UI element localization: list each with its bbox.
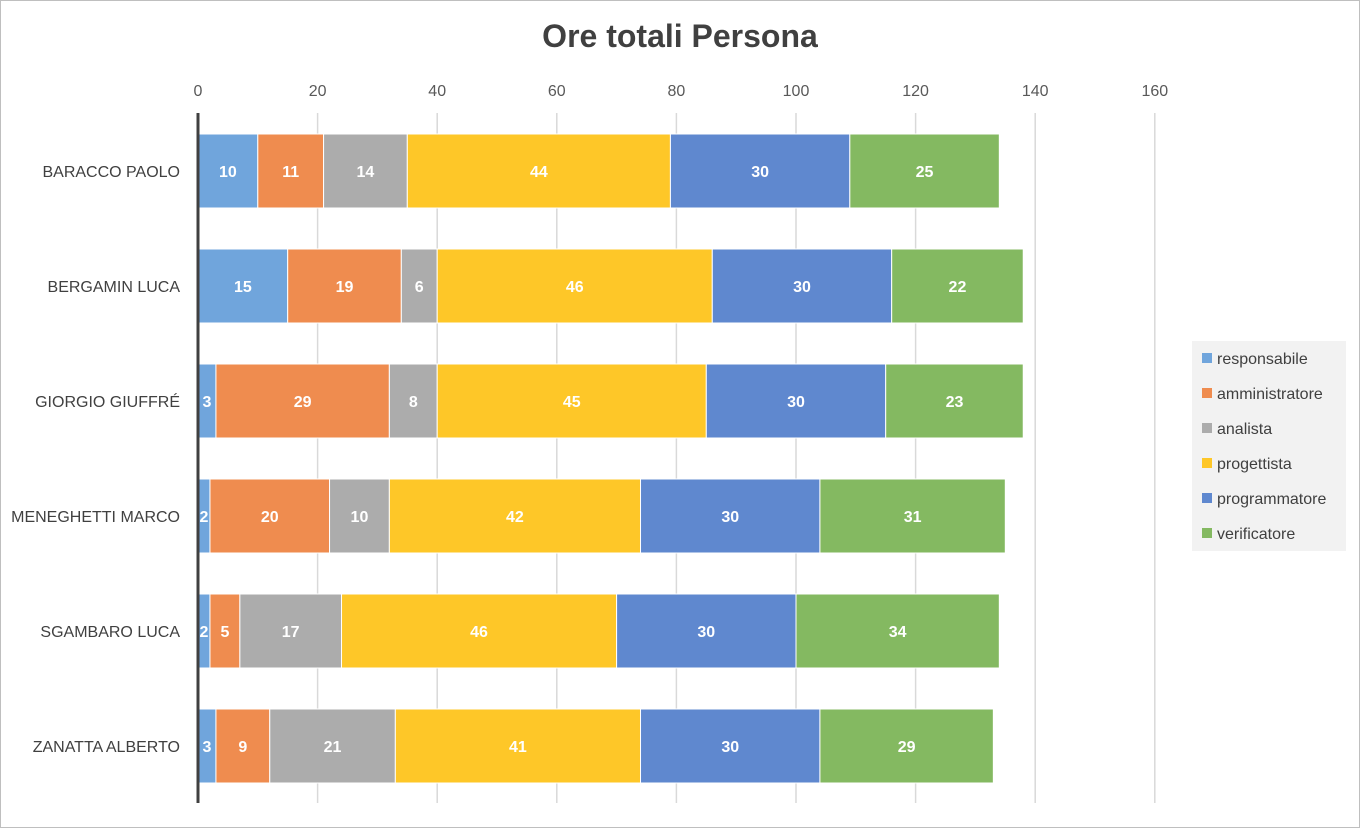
bar-segment: [436, 248, 713, 324]
bar-segment: [711, 248, 893, 324]
bar-segment: [795, 593, 1000, 669]
bar-segment: [705, 363, 887, 439]
data-label: 34: [889, 624, 907, 641]
legend-box: [1192, 341, 1346, 551]
category-label: GIORGIO GIUFFRÉ: [35, 392, 180, 411]
legend-label: responsabile: [1217, 351, 1308, 368]
bar-segment: [819, 708, 994, 784]
legend-label: programmatore: [1217, 491, 1326, 508]
x-tick-label: 140: [1022, 83, 1049, 100]
bar-segment: [640, 478, 821, 554]
bar-segment: [388, 363, 438, 439]
chart-title: Ore totali Persona: [542, 18, 818, 54]
data-label: 11: [282, 164, 299, 181]
x-tick-label: 60: [548, 83, 566, 100]
bar-segment: [891, 248, 1024, 324]
category-label: SGAMBARO LUCA: [40, 624, 180, 641]
data-label: 30: [721, 739, 739, 756]
bar-segment: [640, 708, 821, 784]
bar-segment: [400, 248, 438, 324]
legend-swatch: [1202, 493, 1212, 503]
data-label: 14: [357, 164, 375, 181]
legend-swatch: [1202, 388, 1212, 398]
bar-segment: [269, 708, 396, 784]
legend-swatch: [1202, 528, 1212, 538]
bar-segment: [329, 478, 390, 554]
category-label: MENEGHETTI MARCO: [11, 509, 180, 526]
bar-segment: [406, 133, 671, 209]
category-label: ZANATTA ALBERTO: [33, 739, 180, 756]
data-label: 31: [904, 509, 922, 526]
x-tick-label: 100: [783, 83, 810, 100]
data-label: 41: [509, 739, 527, 756]
x-tick-label: 20: [309, 83, 327, 100]
x-tick-label: 40: [428, 83, 446, 100]
data-label: 30: [697, 624, 715, 641]
data-label: 30: [793, 279, 811, 296]
data-label: 2: [200, 624, 209, 641]
data-label: 30: [751, 164, 769, 181]
data-label: 44: [530, 164, 548, 181]
data-label: 10: [219, 164, 237, 181]
data-label: 5: [220, 624, 229, 641]
data-label: 23: [946, 394, 964, 411]
bar-segment: [323, 133, 408, 209]
data-label: 6: [415, 279, 424, 296]
bar-segment: [239, 593, 343, 669]
data-label: 2: [200, 509, 209, 526]
bar-segment: [209, 478, 331, 554]
data-label: 8: [409, 394, 418, 411]
bar-segment: [388, 478, 642, 554]
bar-segment: [819, 478, 1006, 554]
bar-segment: [436, 363, 707, 439]
bar-segment: [849, 133, 1000, 209]
bar-segment: [215, 708, 271, 784]
data-label: 25: [916, 164, 934, 181]
data-label: 46: [566, 279, 584, 296]
data-label: 46: [470, 624, 488, 641]
data-label: 29: [294, 394, 312, 411]
data-label: 10: [351, 509, 369, 526]
data-label: 3: [203, 739, 212, 756]
legend-label: verificatore: [1217, 526, 1295, 543]
legend-swatch: [1202, 423, 1212, 433]
x-tick-label: 120: [902, 83, 929, 100]
data-label: 9: [238, 739, 247, 756]
bar-segment: [287, 248, 402, 324]
bar-segment: [215, 363, 390, 439]
bar-segment: [394, 708, 642, 784]
legend-label: analista: [1217, 421, 1272, 438]
legend-label: amministratore: [1217, 386, 1323, 403]
legend-swatch: [1202, 458, 1212, 468]
legend-label: progettista: [1217, 456, 1292, 473]
data-label: 21: [324, 739, 342, 756]
data-label: 19: [336, 279, 354, 296]
data-label: 3: [203, 394, 212, 411]
data-label: 20: [261, 509, 279, 526]
bar-segment: [197, 133, 259, 209]
x-tick-label: 160: [1141, 83, 1168, 100]
bar-segment: [885, 363, 1024, 439]
category-label: BERGAMIN LUCA: [48, 279, 181, 296]
data-label: 30: [721, 509, 739, 526]
bar-segment: [616, 593, 797, 669]
category-label: BARACCO PAOLO: [42, 164, 180, 181]
data-label: 22: [949, 279, 967, 296]
data-label: 42: [506, 509, 524, 526]
legend-swatch: [1202, 353, 1212, 363]
x-tick-label: 0: [194, 83, 203, 100]
bar-segment: [669, 133, 851, 209]
data-label: 45: [563, 394, 581, 411]
data-label: 29: [898, 739, 916, 756]
x-tick-label: 80: [668, 83, 686, 100]
bar-segment: [209, 593, 241, 669]
data-label: 15: [234, 279, 252, 296]
data-label: 30: [787, 394, 805, 411]
data-label: 17: [282, 624, 300, 641]
